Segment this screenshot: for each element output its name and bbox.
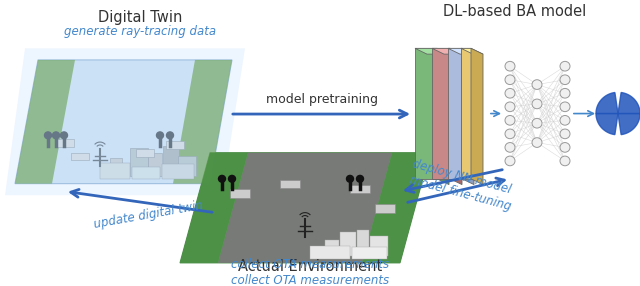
Circle shape bbox=[356, 175, 364, 182]
Circle shape bbox=[560, 61, 570, 71]
Circle shape bbox=[505, 88, 515, 98]
Bar bbox=[110, 158, 122, 176]
Bar bbox=[310, 246, 350, 259]
Polygon shape bbox=[432, 48, 462, 54]
Bar bbox=[350, 184, 370, 193]
Circle shape bbox=[505, 116, 515, 125]
Bar bbox=[163, 146, 179, 176]
Polygon shape bbox=[461, 48, 483, 54]
Polygon shape bbox=[432, 48, 450, 179]
Circle shape bbox=[505, 61, 515, 71]
Polygon shape bbox=[173, 60, 232, 184]
Polygon shape bbox=[15, 60, 232, 184]
Bar bbox=[280, 180, 300, 188]
Bar bbox=[100, 162, 130, 179]
Polygon shape bbox=[362, 153, 430, 263]
Bar bbox=[178, 156, 196, 176]
Circle shape bbox=[532, 99, 542, 109]
Polygon shape bbox=[15, 60, 75, 184]
Polygon shape bbox=[180, 153, 430, 263]
Circle shape bbox=[228, 175, 236, 182]
Text: DL-based BA model: DL-based BA model bbox=[444, 4, 587, 19]
Bar bbox=[136, 149, 154, 156]
Text: collect OTA measurements: collect OTA measurements bbox=[231, 274, 389, 286]
Polygon shape bbox=[5, 48, 245, 195]
Circle shape bbox=[505, 129, 515, 139]
Circle shape bbox=[560, 142, 570, 152]
Bar bbox=[56, 139, 74, 147]
Circle shape bbox=[532, 80, 542, 90]
Bar bbox=[162, 164, 194, 179]
Bar bbox=[357, 230, 369, 256]
Bar bbox=[71, 153, 89, 160]
Polygon shape bbox=[448, 48, 462, 179]
Circle shape bbox=[560, 75, 570, 85]
Circle shape bbox=[532, 118, 542, 128]
Circle shape bbox=[346, 175, 353, 182]
Polygon shape bbox=[218, 153, 392, 263]
Text: Digital Twin: Digital Twin bbox=[98, 10, 182, 25]
Bar bbox=[370, 236, 388, 256]
Bar bbox=[352, 247, 387, 259]
Text: generate ray-tracing data: generate ray-tracing data bbox=[64, 25, 216, 38]
Bar bbox=[166, 141, 184, 149]
Circle shape bbox=[505, 156, 515, 166]
Polygon shape bbox=[415, 48, 437, 179]
Text: collect OTA measurements: collect OTA measurements bbox=[231, 258, 389, 271]
Bar bbox=[375, 204, 395, 212]
Polygon shape bbox=[462, 48, 474, 184]
Polygon shape bbox=[180, 153, 248, 263]
Polygon shape bbox=[596, 114, 618, 135]
Text: model pretraining: model pretraining bbox=[266, 93, 378, 106]
Polygon shape bbox=[596, 92, 618, 114]
Bar bbox=[325, 240, 339, 256]
Circle shape bbox=[52, 132, 60, 139]
Circle shape bbox=[560, 129, 570, 139]
Circle shape bbox=[560, 88, 570, 98]
Polygon shape bbox=[618, 114, 640, 135]
Polygon shape bbox=[437, 48, 449, 184]
Bar bbox=[340, 232, 356, 256]
Circle shape bbox=[166, 132, 173, 139]
Circle shape bbox=[505, 142, 515, 152]
Circle shape bbox=[560, 156, 570, 166]
Circle shape bbox=[532, 138, 542, 147]
Circle shape bbox=[45, 132, 51, 139]
Polygon shape bbox=[618, 92, 640, 114]
Bar bbox=[130, 148, 148, 176]
Circle shape bbox=[505, 102, 515, 112]
Circle shape bbox=[560, 102, 570, 112]
Text: model fine-tuning: model fine-tuning bbox=[408, 174, 512, 213]
Polygon shape bbox=[461, 48, 471, 179]
Circle shape bbox=[560, 116, 570, 125]
Circle shape bbox=[61, 132, 67, 139]
Circle shape bbox=[505, 75, 515, 85]
Text: update digital twin: update digital twin bbox=[92, 198, 204, 231]
Polygon shape bbox=[471, 48, 483, 184]
Bar bbox=[230, 189, 250, 198]
Circle shape bbox=[157, 132, 163, 139]
Text: deploy NN model: deploy NN model bbox=[412, 158, 513, 196]
Polygon shape bbox=[415, 48, 449, 54]
Circle shape bbox=[218, 175, 225, 182]
Polygon shape bbox=[448, 48, 474, 54]
Bar bbox=[132, 167, 160, 179]
Text: Actual Environment: Actual Environment bbox=[238, 259, 382, 274]
Bar bbox=[148, 153, 162, 176]
Polygon shape bbox=[450, 48, 462, 184]
